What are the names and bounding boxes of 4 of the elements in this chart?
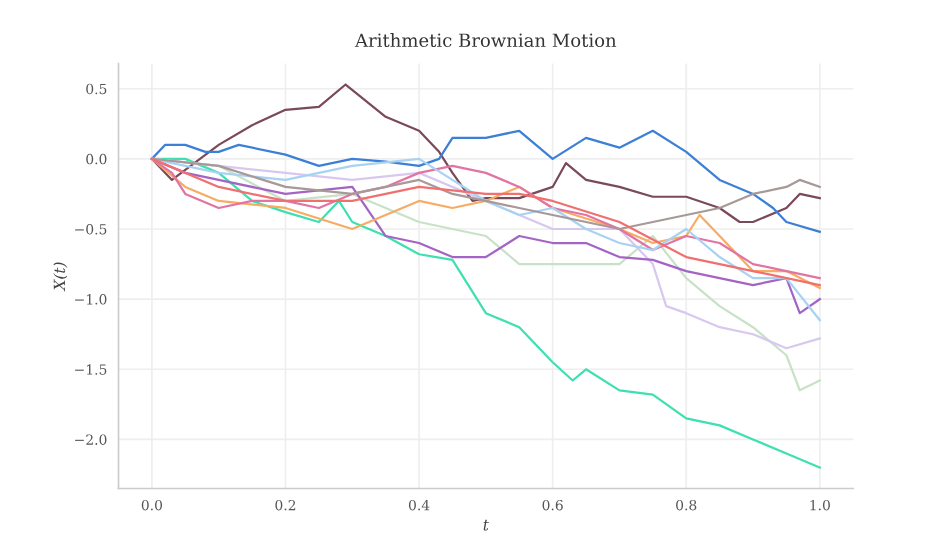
line-series <box>150 157 821 231</box>
chart-title: Arithmetic Brownian Motion <box>354 33 617 48</box>
line-series <box>150 129 821 233</box>
line-series <box>150 83 821 224</box>
